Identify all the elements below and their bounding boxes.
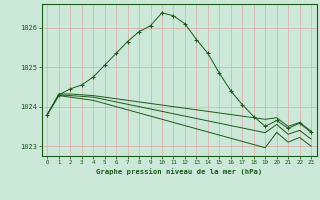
X-axis label: Graphe pression niveau de la mer (hPa): Graphe pression niveau de la mer (hPa) xyxy=(96,168,262,175)
